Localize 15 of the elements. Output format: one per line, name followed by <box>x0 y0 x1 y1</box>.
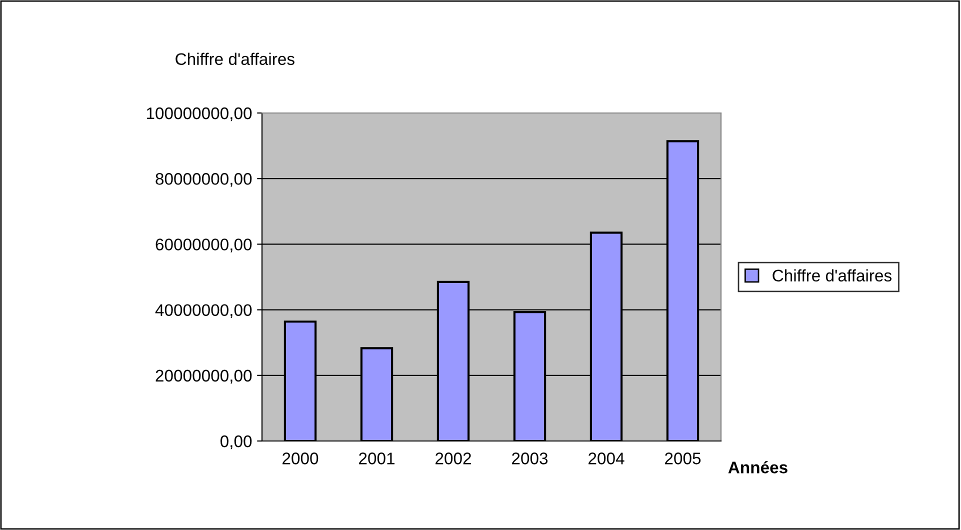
y-tick-label: 20000000,00 <box>156 370 252 384</box>
y-tick-label: 40000000,00 <box>155 304 252 318</box>
x-tick-label: 2004 <box>588 452 624 464</box>
x-tick-label: 2002 <box>436 452 471 464</box>
y-tick-label: 60000000,00 <box>156 238 252 252</box>
y-tick-label: 0,00 <box>220 435 252 450</box>
y-tick-label: 80000000,00 <box>156 173 252 187</box>
x-axis-title: Années <box>728 460 788 474</box>
x-tick-label: 2000 <box>282 452 318 464</box>
y-tick-label: 100000000,00 <box>146 107 252 122</box>
x-tick-label: 2003 <box>512 452 548 464</box>
y-axis-title: Chiffre d'affaires <box>176 52 294 65</box>
legend-label: Chiffre d'affaires <box>772 269 892 282</box>
x-tick-label: 2005 <box>665 452 701 464</box>
x-tick-label: 2001 <box>359 452 394 464</box>
